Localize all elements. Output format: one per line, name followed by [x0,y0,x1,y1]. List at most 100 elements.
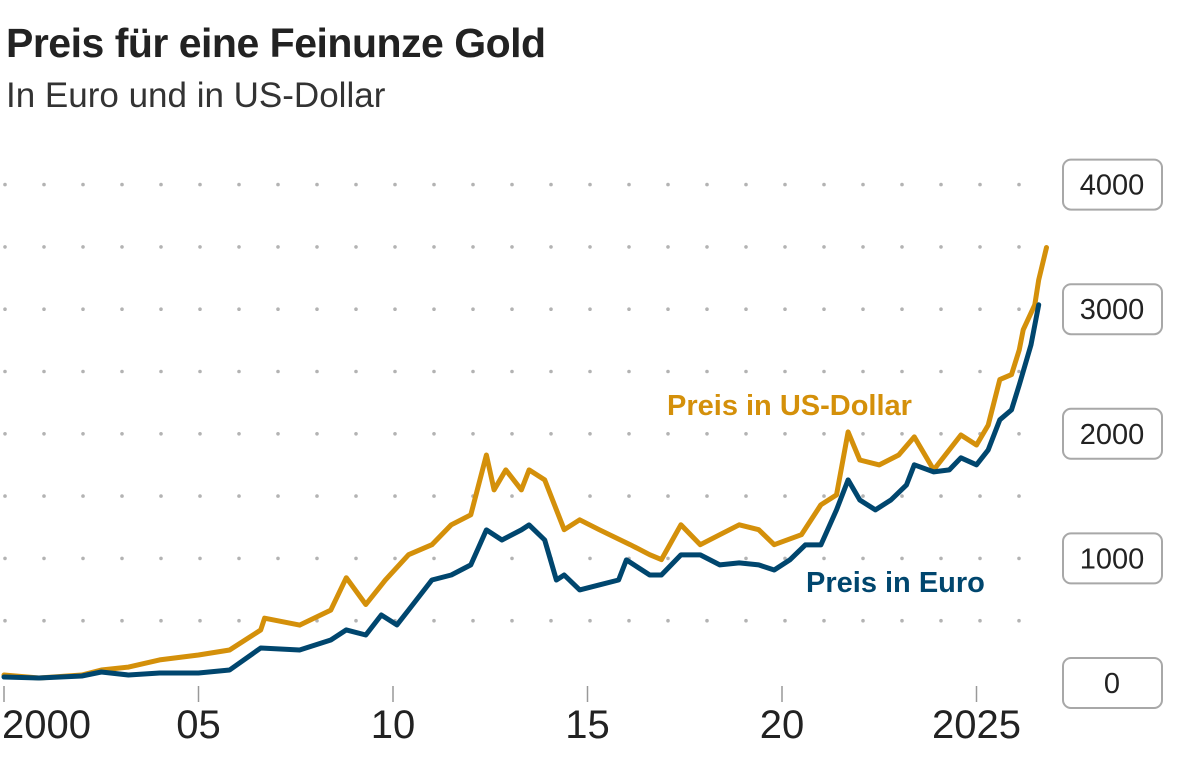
grid-dot [354,494,358,498]
x-tick-label: 20 [760,703,805,747]
grid-dot [159,245,163,249]
grid-dot [900,369,904,374]
grid-dot [471,369,475,374]
grid-dot [627,618,631,623]
grid-dot [198,369,202,374]
grid-dot [939,245,943,249]
grid-dot [3,494,7,498]
y-tick-text: 1000 [1080,543,1145,575]
grid-dot [588,618,592,623]
grid-dot [276,307,280,312]
grid-dot [939,556,943,561]
grid-dot [354,182,358,187]
y-axis: 0 1000 2000 3000 4000 [1062,158,1163,709]
grid-dot [744,432,748,436]
grid-dot [627,182,631,187]
grid-dot [315,369,319,374]
grid-dot [978,369,982,374]
grid-dot [588,182,592,187]
grid-dot [120,369,124,374]
grid-dot [3,182,7,187]
grid-dot [783,618,787,623]
grid-dot [588,494,592,498]
grid-dot [510,494,514,498]
y-tick-label: 3000 [1062,283,1163,336]
grid-dot [276,182,280,187]
x-tick-label: 10 [371,703,416,747]
grid-dot [666,432,670,436]
series-label-usd: Preis in US-Dollar [667,390,912,422]
grid-dot [861,369,865,374]
grid-dot [1017,494,1021,498]
grid-dot [120,494,124,498]
grid-dot [588,307,592,312]
grid-dot [666,307,670,312]
grid-dot [900,556,904,561]
grid-dot [42,618,46,623]
grid-dot [939,494,943,498]
y-tick-box [1062,158,1163,211]
y-tick-box [1062,657,1163,709]
grid-dot [276,494,280,498]
grid-dot [861,556,865,561]
grid-dot [510,307,514,312]
grid-dot [744,618,748,623]
grid-dot [3,556,7,561]
grid-dot [1017,307,1021,312]
grid-dot [666,245,670,249]
grid-dot [549,618,553,623]
grid-dot [627,432,631,436]
x-axis: 2000 05 10 15 20 2025 [2,686,1021,747]
grid-dot [822,245,826,249]
grid-dot [81,307,85,312]
grid-dot [198,556,202,561]
grid-dot [42,182,46,187]
y-tick-text: 3000 [1080,294,1145,326]
grid-dot [354,307,358,312]
grid-dot [3,432,7,436]
y-tick-text: 2000 [1080,419,1145,451]
grid-dot [783,369,787,374]
grid-dot [861,432,865,436]
grid-dot [822,307,826,312]
grid-dot [159,307,163,312]
grid-dot [315,556,319,561]
grid-dot [588,556,592,561]
grid-dot [510,245,514,249]
grid-dot [81,618,85,623]
grid-dot [783,307,787,312]
grid-dot [861,307,865,312]
grid-dot [822,556,826,561]
grid-dot [42,245,46,249]
grid-dot [42,494,46,498]
grid-dot [822,432,826,436]
grid-dot [549,182,553,187]
grid-dot [198,182,202,187]
grid-dot [822,494,826,498]
grid-dot [432,556,436,561]
grid-dot [783,182,787,187]
grid-dot [432,369,436,374]
grid-dot [198,432,202,436]
grid-dot [354,369,358,374]
grid-dot [393,307,397,312]
x-tick-label: 2025 [932,703,1021,747]
grid-dot [627,494,631,498]
grid-dot [237,432,241,436]
chart-title: Preis für eine Feinunze Gold [6,20,546,66]
grid-dot [1017,432,1021,436]
y-tick-text: 4000 [1080,170,1145,202]
grid-dot [393,369,397,374]
series-label-euro: Preis in Euro [806,567,985,599]
grid-dot [3,618,7,623]
grid-dot [705,245,709,249]
grid-dot [588,245,592,249]
grid-dot [588,432,592,436]
grid-dot [81,494,85,498]
grid-dot [705,494,709,498]
grid-dot [120,182,124,187]
grid-dot [510,182,514,187]
grid-dot [354,432,358,436]
grid-dot [198,245,202,249]
